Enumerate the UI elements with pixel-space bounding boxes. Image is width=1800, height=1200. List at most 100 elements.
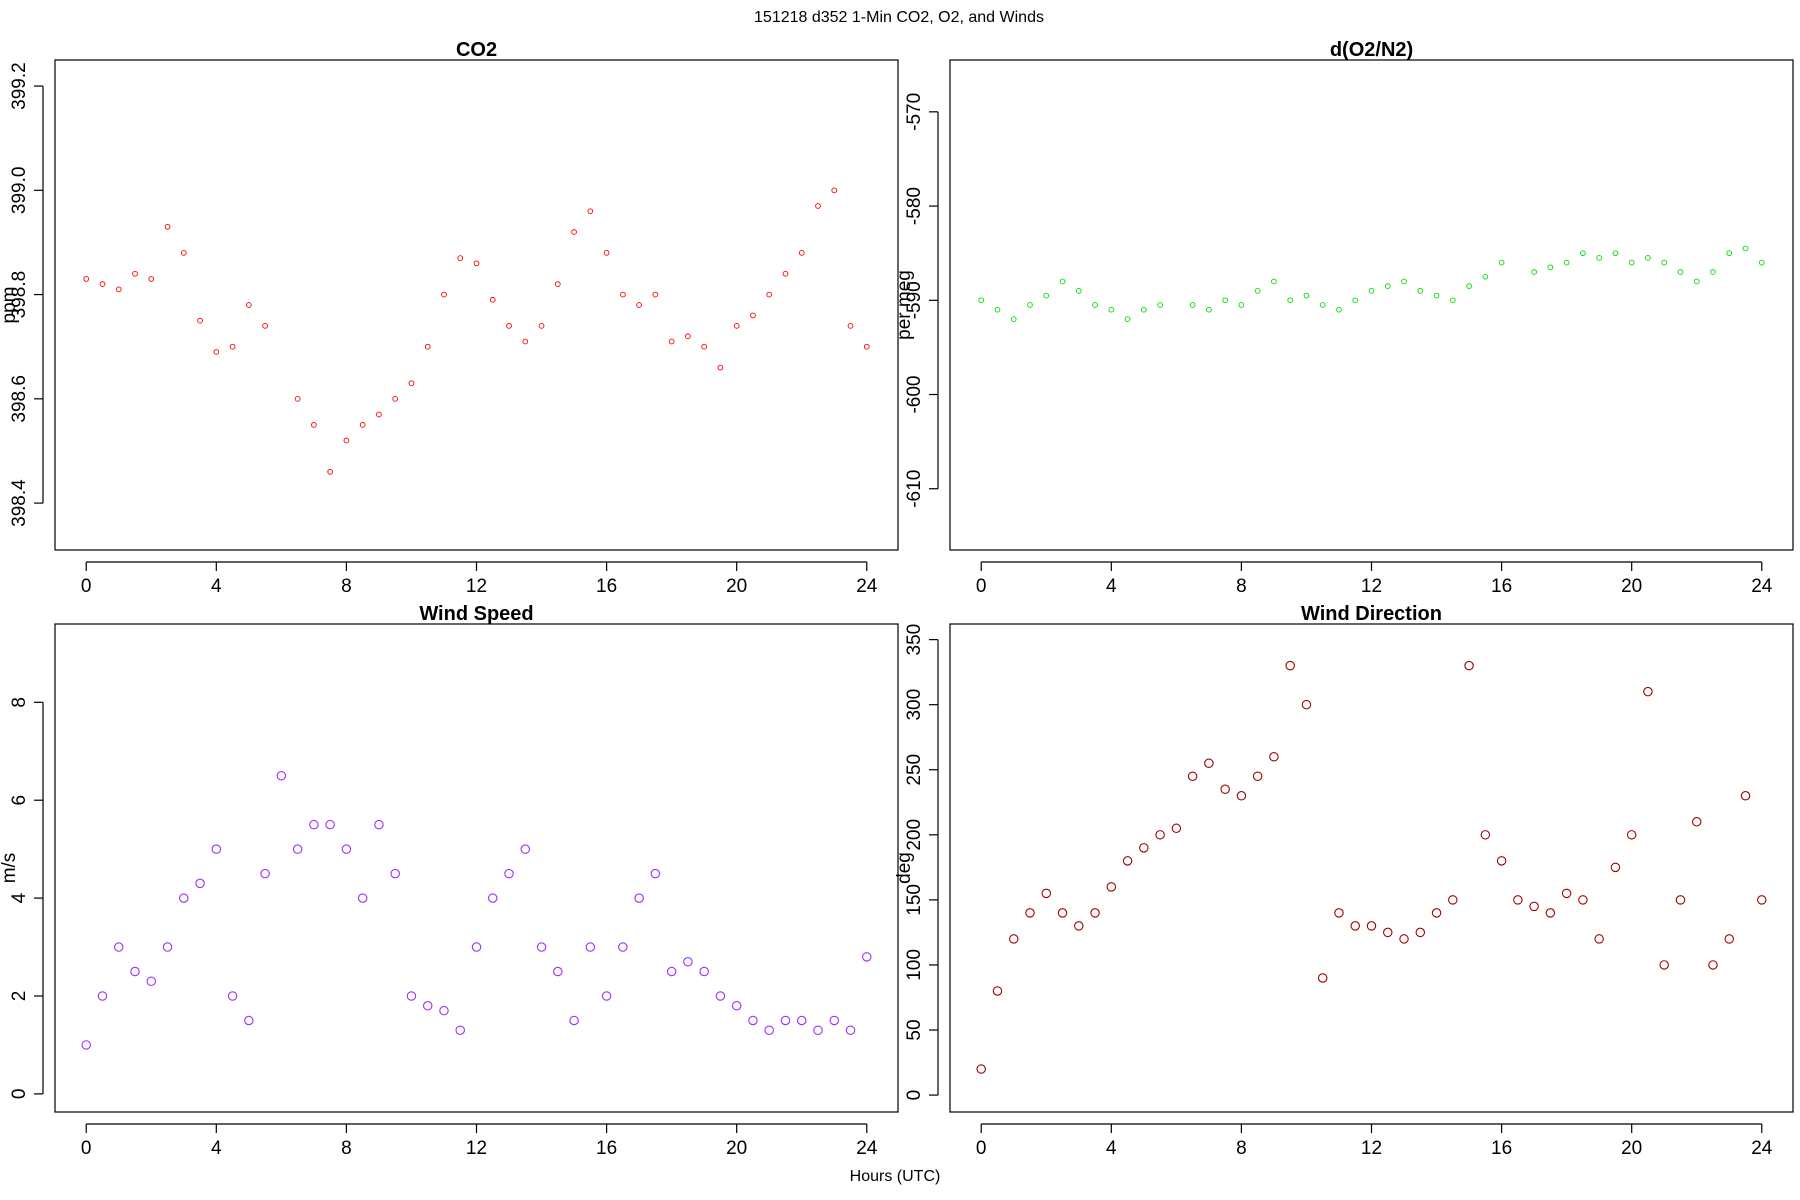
d-o2-n2-y-tick-label: -570 <box>904 93 925 131</box>
d-o2-n2-data-point <box>1303 292 1310 299</box>
co2-data-point <box>343 437 350 444</box>
wind-speed-data-point <box>585 942 596 952</box>
co2-data-point <box>392 395 399 402</box>
wind-speed-data-point <box>244 1015 254 1026</box>
wind-direction-data-point <box>1317 973 1328 983</box>
co2-data-point <box>798 250 805 256</box>
co2-y-tick-label: 398.8 <box>9 271 30 319</box>
co2-x-tick-label: 24 <box>856 576 878 597</box>
d-o2-n2-data-point <box>1254 288 1261 294</box>
wind-direction-data-point <box>1139 843 1149 853</box>
wind-speed-data-point <box>536 942 547 952</box>
wind-speed-data-point <box>227 991 238 1001</box>
wind-speed-data-point <box>276 770 287 781</box>
wind-speed-data-point <box>829 1015 840 1026</box>
d-o2-n2-x-tick-label: 8 <box>1236 576 1247 597</box>
wind-direction-data-point <box>1301 699 1312 710</box>
wind-speed-data-point <box>211 844 222 854</box>
co2-data-point <box>831 187 838 194</box>
wind-speed-plot-frame <box>54 623 899 1113</box>
wind-speed-data-point <box>439 1005 449 1016</box>
wind-speed-x-tick-label: 20 <box>726 1138 747 1159</box>
co2-data-point <box>863 343 870 350</box>
d-o2-n2-ylabel: per meg <box>894 270 915 340</box>
d-o2-n2-data-point <box>1498 259 1505 266</box>
d-o2-n2-data-point <box>1043 292 1050 299</box>
co2-x-tick-label: 4 <box>211 576 222 597</box>
wind-direction-title: Wind Direction <box>1301 603 1442 625</box>
wind-direction-data-point <box>1008 934 1019 944</box>
wind-speed-y-tick-label: 6 <box>9 795 30 806</box>
wind-direction-y-tick-label: 250 <box>904 754 925 786</box>
wind-speed-x-tick-label: 16 <box>596 1138 617 1159</box>
d-o2-n2-data-point <box>1417 288 1424 294</box>
co2-y-tick-label: 398.4 <box>9 479 30 527</box>
wind-direction-data-point <box>1399 934 1409 944</box>
co2-x-tick-label: 20 <box>726 576 747 597</box>
wind-speed-data-point <box>162 942 173 952</box>
co2-data-point <box>782 270 789 277</box>
wind-direction-y-tick-label: 100 <box>904 949 925 981</box>
co2-data-point <box>327 468 333 475</box>
wind-direction-data-point <box>1252 771 1263 782</box>
wind-direction-data-point <box>1366 921 1377 931</box>
wind-speed-data-point <box>699 966 709 977</box>
d-o2-n2-data-point <box>1612 250 1619 257</box>
wind-direction-data-point <box>1675 895 1686 905</box>
co2-y-tick-label: 398.6 <box>9 375 30 423</box>
wind-direction-data-point <box>1464 660 1474 671</box>
wind-direction-data-point <box>1350 921 1360 931</box>
wind-direction-data-point <box>1578 895 1588 905</box>
d-o2-n2-x-tick-label: 4 <box>1106 576 1117 597</box>
co2-x-tick-label: 12 <box>466 576 487 597</box>
d-o2-n2-data-point <box>1628 259 1635 266</box>
d-o2-n2-data-point <box>1092 302 1098 308</box>
co2-x-tick-label: 0 <box>81 576 92 597</box>
wind-speed-data-point <box>666 966 677 977</box>
wind-speed-data-point <box>780 1015 791 1026</box>
co2-data-point <box>424 343 431 350</box>
wind-speed-data-point <box>357 893 368 903</box>
wind-direction-data-point <box>1187 771 1198 782</box>
wind-direction-ylabel: deg <box>894 852 915 884</box>
co2-data-point <box>620 291 626 298</box>
wind-speed-data-point <box>748 1015 758 1026</box>
wind-speed-data-point <box>406 991 417 1001</box>
wind-speed-data-point <box>634 893 644 903</box>
wind-speed-data-point <box>553 966 563 977</box>
co2-data-point <box>473 260 480 267</box>
wind-speed-y-tick-label: 4 <box>9 892 30 903</box>
co2-data-point <box>554 281 561 287</box>
co2-data-point <box>603 250 610 256</box>
wind-speed-data-point <box>97 991 108 1001</box>
wind-speed-data-point <box>715 991 726 1001</box>
d-o2-n2-data-point <box>1157 302 1163 308</box>
co2-data-point <box>83 276 90 282</box>
wind-direction-data-point <box>1691 817 1702 827</box>
co2-points <box>83 187 870 475</box>
wind-direction-points <box>976 660 1767 1074</box>
wind-speed-data-point <box>731 1001 742 1011</box>
wind-speed-data-point <box>569 1015 579 1026</box>
d-o2-n2-data-point <box>1010 316 1017 322</box>
co2-data-point <box>636 302 642 308</box>
wind-direction-y-tick-label: 150 <box>904 884 925 916</box>
co2-data-point <box>245 302 252 308</box>
co2-data-point <box>441 291 447 298</box>
wind-speed-data-point <box>520 844 531 854</box>
d-o2-n2-data-point <box>1140 306 1147 313</box>
d-o2-n2-y-tick-label: -590 <box>904 281 925 319</box>
wind-direction-x-tick-label: 24 <box>1751 1138 1773 1159</box>
d-o2-n2-data-point <box>1238 302 1245 308</box>
wind-direction-x-tick-label: 12 <box>1361 1138 1382 1159</box>
wind-direction-data-point <box>1594 934 1604 944</box>
figure-xlabel: Hours (UTC) <box>850 1168 941 1185</box>
wind-speed-data-point <box>146 976 157 987</box>
wind-direction-data-point <box>1220 784 1230 795</box>
d-o2-n2-data-point <box>1433 292 1440 299</box>
wind-speed-y-tick-label: 8 <box>9 697 30 708</box>
wind-speed-data-point <box>813 1025 823 1036</box>
co2-data-point <box>99 281 106 287</box>
wind-direction-data-point <box>1155 830 1165 840</box>
co2-data-point <box>408 380 415 387</box>
